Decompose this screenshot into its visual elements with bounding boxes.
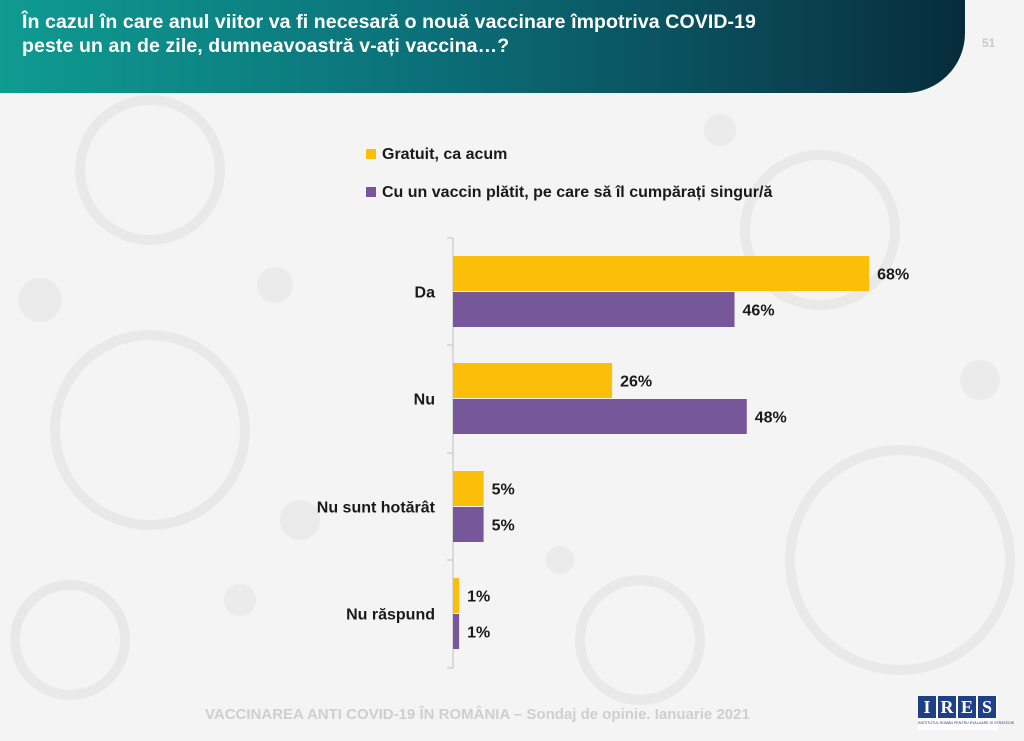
category-label: Nu răspund — [346, 607, 435, 624]
data-label: 5% — [492, 518, 515, 535]
category-label: Nu — [414, 392, 435, 409]
bar — [453, 507, 484, 542]
data-label: 68% — [877, 267, 909, 284]
legend-swatch — [366, 149, 376, 159]
bar — [453, 471, 484, 506]
bar — [453, 256, 870, 291]
category-label: Da — [415, 285, 436, 302]
legend-label: Cu un vaccin plătit, pe care să îl cumpă… — [382, 184, 772, 201]
data-label: 46% — [743, 303, 775, 320]
data-label: 48% — [755, 410, 787, 427]
legend-label: Gratuit, ca acum — [382, 146, 507, 163]
page-number: 51 — [982, 36, 996, 50]
title-banner: În cazul în care anul viitor va fi neces… — [0, 0, 965, 93]
bar — [453, 363, 613, 398]
data-label: 1% — [467, 589, 490, 606]
logo-subtitle: INSTITUTUL ROMÂN PENTRU EVALUARE ȘI STRA… — [918, 721, 1015, 725]
data-label: 5% — [492, 482, 515, 499]
slide-title: În cazul în care anul viitor va fi neces… — [22, 10, 922, 58]
logo-letter: R — [938, 696, 956, 718]
category-label: Nu sunt hotărât — [317, 500, 436, 517]
footer-text: VACCINAREA ANTI COVID-19 ÎN ROMÂNIA – So… — [205, 706, 750, 723]
logo-letter: I — [918, 696, 936, 718]
bar — [453, 292, 735, 327]
title-line-2: peste un an de zile, dumneavoastră v-ați… — [22, 35, 510, 57]
title-line-1: În cazul în care anul viitor va fi neces… — [22, 11, 756, 33]
bar — [453, 578, 460, 613]
logo-letter: E — [958, 696, 976, 718]
data-label: 26% — [620, 374, 652, 391]
logo-letter: S — [978, 696, 996, 718]
legend-swatch — [366, 187, 376, 197]
bar — [453, 614, 460, 649]
data-label: 1% — [467, 625, 490, 642]
bar — [453, 399, 747, 434]
